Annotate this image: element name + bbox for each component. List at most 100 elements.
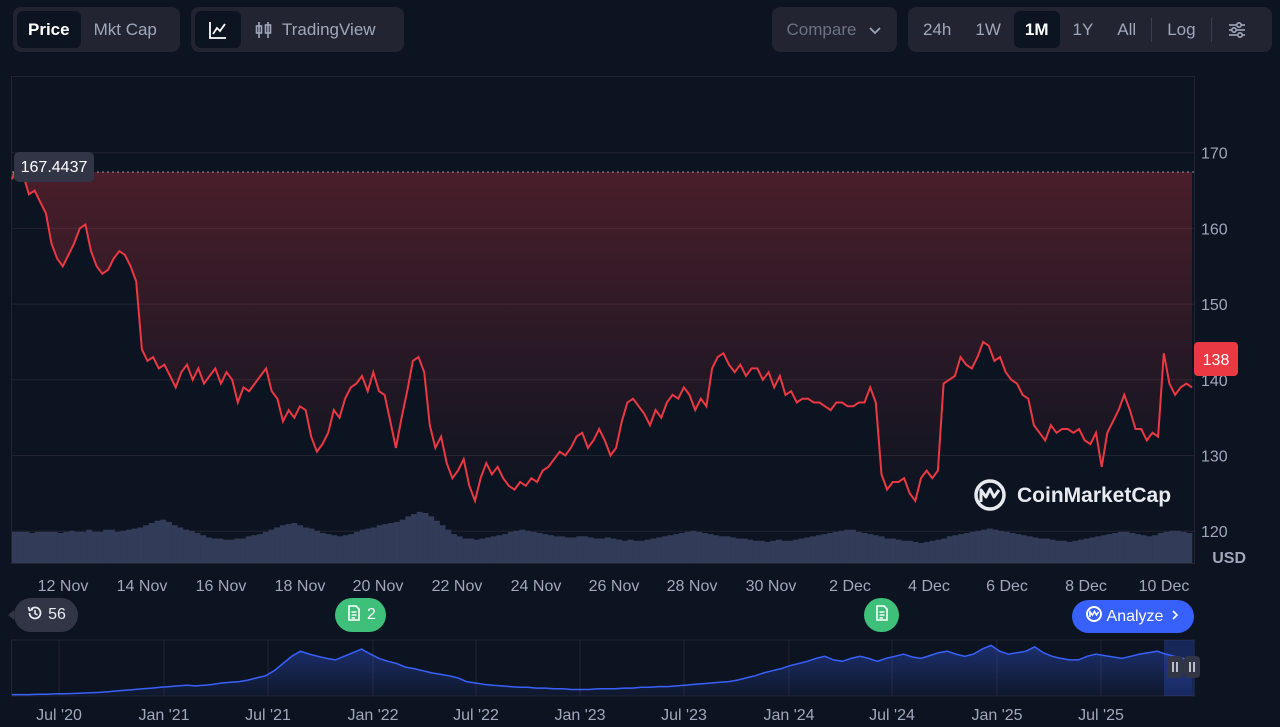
volume-bar bbox=[798, 538, 805, 563]
volume-bar bbox=[17, 531, 24, 563]
volume-bar bbox=[80, 531, 87, 563]
volume-bar bbox=[849, 529, 856, 563]
volume-bar bbox=[188, 530, 195, 563]
volume-bar bbox=[234, 538, 241, 563]
y-tick-label: 130 bbox=[1201, 449, 1228, 466]
volume-bar bbox=[986, 528, 993, 563]
volume-bar bbox=[103, 529, 110, 563]
x-axis-labels: 12 Nov 14 Nov 16 Nov 18 Nov 20 Nov 22 Nov 24 N… bbox=[38, 578, 1190, 595]
volume-bar bbox=[302, 527, 309, 563]
navigator-tick-label: Jul '22 bbox=[453, 707, 499, 724]
volume-bar bbox=[274, 527, 281, 563]
volume-bar bbox=[730, 537, 737, 563]
tab-mkt-cap[interactable]: Mkt Cap bbox=[93, 19, 157, 39]
volume-bar bbox=[1083, 538, 1090, 563]
volume-bar bbox=[485, 537, 492, 563]
range-1w[interactable]: 1W bbox=[975, 19, 1001, 39]
volume-bar bbox=[228, 539, 235, 563]
x-tick-label: 28 Nov bbox=[667, 578, 718, 595]
volume-bar bbox=[211, 538, 218, 563]
volume-bar bbox=[929, 540, 936, 563]
settings-button[interactable] bbox=[1216, 11, 1258, 48]
volume-bar bbox=[91, 531, 98, 563]
x-tick-label: 4 Dec bbox=[908, 578, 950, 595]
range-all[interactable]: All bbox=[1117, 19, 1137, 39]
tradingview-label: TradingView bbox=[282, 19, 376, 39]
volume-bar bbox=[1060, 540, 1067, 563]
volume-bar bbox=[393, 521, 400, 563]
volume-bar bbox=[804, 537, 811, 563]
volume-bar bbox=[57, 533, 64, 563]
volume-bar bbox=[245, 536, 252, 563]
range-1m[interactable]: 1M bbox=[1013, 11, 1060, 48]
volume-bar bbox=[183, 529, 190, 563]
volume-bar bbox=[200, 535, 207, 563]
navigator-handle-right[interactable] bbox=[1184, 656, 1200, 678]
volume-bar bbox=[810, 536, 817, 563]
volume-bar bbox=[120, 530, 127, 563]
tab-price[interactable]: Price bbox=[17, 11, 81, 48]
volume-bar bbox=[753, 540, 760, 563]
volume-bar bbox=[616, 539, 623, 563]
volume-bar bbox=[268, 529, 275, 563]
range-24h[interactable]: 24h bbox=[923, 19, 952, 39]
navigator-handle-left[interactable] bbox=[1167, 656, 1183, 678]
volume-bar bbox=[433, 520, 440, 563]
x-tick-label: 8 Dec bbox=[1065, 578, 1107, 595]
volume-bar bbox=[69, 530, 76, 563]
compare-dropdown[interactable]: Compare bbox=[772, 7, 897, 52]
volume-bar bbox=[1095, 536, 1102, 563]
volume-bar bbox=[97, 531, 104, 563]
volume-bar bbox=[29, 533, 36, 563]
volume-bar bbox=[314, 530, 321, 563]
volume-bar bbox=[1180, 531, 1187, 563]
news-marker[interactable]: 2 bbox=[335, 598, 386, 632]
volume-bar bbox=[1026, 536, 1033, 563]
volume-bar bbox=[604, 537, 611, 563]
volume-bar bbox=[240, 538, 247, 563]
volume-bar bbox=[599, 538, 606, 563]
volume-bar bbox=[12, 531, 19, 563]
log-scale-toggle[interactable]: Log bbox=[1167, 19, 1196, 39]
x-tick-label: 24 Nov bbox=[511, 578, 562, 595]
tradingview-button[interactable]: TradingView bbox=[243, 11, 387, 48]
volume-bar bbox=[439, 525, 446, 563]
navigator-tick-label: Jan '21 bbox=[138, 707, 189, 724]
volume-bar bbox=[1117, 531, 1124, 563]
navigator-tick-label: Jul '23 bbox=[661, 707, 707, 724]
volume-bar bbox=[507, 531, 514, 563]
navigator-area bbox=[12, 645, 1192, 696]
volume-bar bbox=[376, 525, 383, 563]
coinmarketcap-logo: CoinMarketCap bbox=[974, 479, 1171, 511]
range-navigator[interactable] bbox=[11, 639, 1201, 697]
volume-bar bbox=[690, 530, 697, 563]
navigator-tick-label: Jan '23 bbox=[554, 707, 605, 724]
news-marker[interactable] bbox=[864, 598, 899, 632]
volume-bar bbox=[735, 538, 742, 563]
analyze-button[interactable]: Analyze bbox=[1072, 600, 1194, 633]
volume-bar bbox=[1169, 530, 1176, 563]
history-marker[interactable]: 56 bbox=[14, 598, 78, 632]
volume-bar bbox=[291, 523, 298, 563]
volume-bar bbox=[918, 543, 925, 563]
x-tick-label: 10 Dec bbox=[1139, 578, 1190, 595]
x-tick-label: 6 Dec bbox=[986, 578, 1028, 595]
volume-bar bbox=[205, 537, 212, 563]
volume-bar bbox=[525, 530, 532, 563]
volume-bar bbox=[906, 540, 913, 563]
range-1y[interactable]: 1Y bbox=[1072, 19, 1094, 39]
currency-label: USD bbox=[1212, 550, 1246, 567]
volume-bar bbox=[912, 541, 919, 563]
line-chart-button[interactable] bbox=[195, 11, 241, 48]
volume-bar bbox=[137, 527, 144, 563]
volume-bar bbox=[143, 525, 150, 563]
volume-bar bbox=[867, 534, 874, 563]
volume-bar bbox=[34, 531, 41, 563]
y-tick-label: 150 bbox=[1201, 297, 1228, 314]
volume-bar bbox=[479, 538, 486, 563]
volume-bar bbox=[411, 514, 418, 563]
volume-bar bbox=[336, 536, 343, 563]
navigator-x-labels: Jul '20 Jan '21 Jul '21 Jan '22 Jul '22 Jan '… bbox=[36, 707, 1124, 724]
volume-bar bbox=[792, 539, 799, 563]
